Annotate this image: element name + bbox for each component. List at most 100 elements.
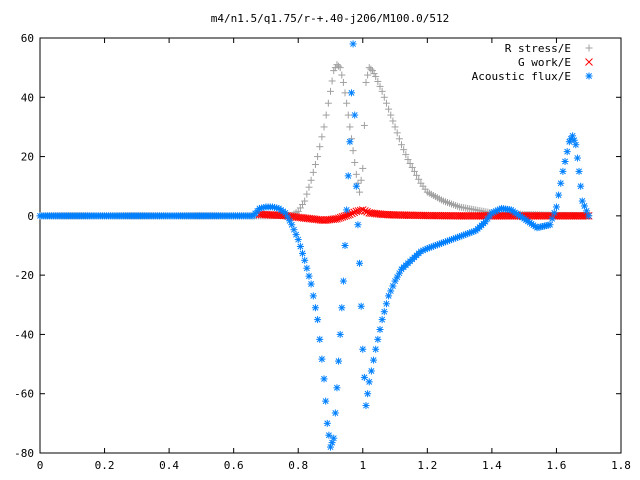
- data-point: [573, 212, 582, 220]
- data-point: [431, 211, 439, 220]
- data-point: [344, 111, 352, 119]
- data-point: [404, 156, 412, 164]
- data-point: [376, 82, 384, 90]
- data-point: [572, 141, 580, 149]
- data-point: [351, 111, 359, 119]
- data-point: [412, 211, 420, 220]
- data-point: [467, 212, 475, 220]
- data-point: [346, 210, 354, 219]
- data-point: [400, 211, 409, 219]
- data-point: [413, 171, 421, 179]
- data-point: [476, 212, 485, 220]
- data-point: [571, 212, 580, 220]
- data-point: [330, 434, 338, 442]
- data-point: [357, 176, 365, 184]
- data-point: [427, 211, 435, 220]
- data-point: [343, 99, 351, 107]
- data-point: [380, 93, 388, 101]
- data-point: [470, 212, 479, 220]
- data-point: [408, 163, 416, 171]
- data-point: [370, 70, 378, 78]
- data-point: [301, 256, 309, 264]
- data-point: [396, 211, 405, 219]
- data-point: [537, 212, 546, 220]
- data-point: [343, 206, 351, 214]
- data-point: [389, 117, 397, 125]
- data-point: [387, 210, 396, 219]
- data-point: [296, 242, 304, 250]
- y-tick-label: -80: [14, 447, 34, 460]
- y-tick-label: -60: [14, 388, 34, 401]
- data-point: [463, 212, 472, 220]
- data-point: [465, 212, 473, 220]
- data-point: [316, 335, 324, 343]
- data-point: [311, 160, 319, 168]
- data-point: [389, 211, 398, 219]
- data-point: [429, 211, 437, 220]
- data-point: [382, 300, 390, 308]
- data-point: [395, 135, 403, 143]
- data-point: [556, 212, 565, 220]
- data-point: [318, 355, 326, 363]
- data-point: [372, 345, 380, 353]
- data-point: [318, 133, 326, 141]
- data-point: [336, 330, 344, 338]
- data-point: [354, 221, 362, 229]
- data-point: [346, 123, 354, 131]
- data-point: [539, 212, 548, 220]
- data-point: [391, 211, 399, 219]
- data-point: [550, 209, 558, 217]
- data-point: [569, 212, 578, 220]
- y-tick-label: -40: [14, 328, 34, 341]
- data-point: [575, 212, 584, 220]
- data-point: [459, 212, 468, 220]
- data-point: [358, 206, 367, 214]
- x-tick-label: 1.8: [611, 459, 631, 472]
- data-point: [374, 77, 382, 85]
- data-point: [341, 242, 349, 249]
- data-point: [469, 212, 477, 220]
- data-point: [354, 179, 362, 187]
- data-point: [440, 211, 449, 220]
- data-point: [338, 304, 346, 312]
- data-point: [434, 211, 443, 220]
- data-point: [562, 212, 570, 220]
- data-point: [314, 153, 322, 161]
- data-point: [438, 211, 447, 220]
- series-0: [36, 61, 593, 220]
- data-point: [450, 211, 458, 220]
- data-point: [365, 64, 373, 72]
- data-point: [359, 164, 367, 172]
- data-point: [432, 211, 441, 220]
- data-point: [548, 215, 556, 223]
- data-point: [457, 212, 466, 220]
- data-point: [350, 208, 359, 217]
- data-point: [307, 280, 315, 288]
- y-tick-label: 40: [21, 91, 34, 104]
- data-point: [398, 141, 406, 149]
- data-point: [410, 167, 418, 175]
- data-point: [367, 367, 375, 375]
- y-tick-label: 0: [27, 210, 34, 223]
- data-point: [442, 211, 451, 220]
- data-point: [497, 212, 506, 220]
- data-point: [370, 356, 378, 364]
- data-point: [314, 316, 322, 324]
- data-point: [382, 99, 390, 107]
- data-point: [336, 64, 344, 72]
- data-point: [359, 345, 367, 353]
- legend-label: G work/E: [518, 56, 571, 69]
- data-point: [352, 182, 360, 190]
- x-tick-label: 1.6: [547, 459, 567, 472]
- data-point: [376, 325, 384, 333]
- data-point: [393, 129, 401, 137]
- data-point: [349, 40, 357, 48]
- data-point: [360, 373, 368, 381]
- data-point: [529, 212, 538, 220]
- data-point: [393, 211, 401, 219]
- data-point: [309, 168, 317, 176]
- data-point: [309, 292, 317, 300]
- legend-marker: [585, 72, 593, 80]
- data-point: [406, 159, 414, 167]
